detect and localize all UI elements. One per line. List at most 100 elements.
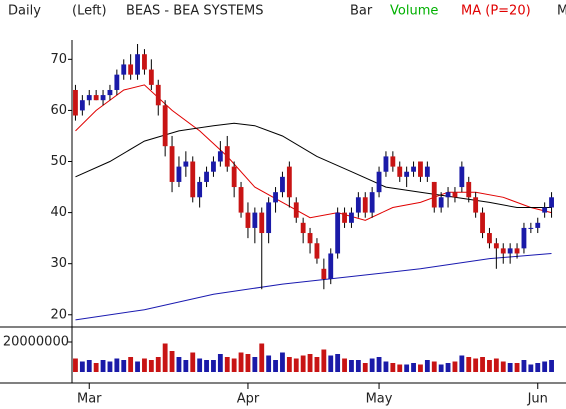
candle-body [231, 166, 237, 188]
candle-body [176, 166, 182, 182]
volume-bar [369, 358, 375, 372]
volume-bar [355, 360, 361, 372]
volume-bar [549, 360, 554, 372]
volume-bar [542, 361, 548, 372]
volume-bar [197, 358, 203, 372]
y-tick-label: 70 [50, 52, 67, 67]
volume-bar [535, 363, 541, 372]
candle-body [114, 74, 120, 90]
volume-label: Volume [390, 4, 438, 19]
candle-body [397, 166, 403, 177]
chart-title: BEAS - BEA SYSTEMS [126, 4, 263, 19]
volume-bar [487, 360, 492, 372]
volume-bar [335, 354, 341, 372]
volume-bar [300, 355, 306, 372]
candle-body [549, 197, 554, 208]
volume-bar [286, 357, 292, 372]
candle-body [390, 156, 396, 167]
volume-bar [280, 352, 285, 372]
volume-bar [480, 357, 485, 372]
candle-body [286, 166, 292, 198]
volume-bar [169, 351, 175, 372]
volume-bar [521, 360, 527, 372]
volume-bar [321, 349, 327, 372]
volume-bar [473, 358, 479, 372]
candle-body [362, 197, 368, 213]
candle-body [424, 166, 430, 177]
volume-bar [142, 358, 147, 372]
ma-label: MA (P=20) [461, 4, 531, 19]
volume-bar [224, 357, 230, 372]
volume-bar [390, 363, 396, 372]
volume-bar [259, 343, 265, 372]
candle-body [376, 171, 382, 193]
candle-body [217, 151, 223, 162]
volume-bar [252, 357, 258, 372]
y-tick-label: 30 [50, 256, 67, 271]
volume-bar [266, 355, 272, 372]
volume-bar [114, 358, 120, 372]
volume-bar [424, 360, 430, 372]
volume-bar [128, 357, 134, 372]
volume-bar [79, 361, 85, 372]
volume-bar [293, 358, 299, 372]
y-tick-label: 50 [50, 154, 67, 169]
candle-body [204, 171, 209, 182]
candle-body [314, 243, 320, 259]
volume-bar [397, 364, 403, 372]
candle-body [321, 268, 327, 280]
candle-body [259, 212, 265, 234]
volume-bar [121, 360, 127, 372]
candle-body [493, 243, 499, 249]
y-tick-label: 40 [50, 205, 67, 220]
x-tick-label: Mar [77, 392, 102, 407]
candle-body [280, 176, 285, 193]
candle-body [93, 95, 99, 101]
candle-body [335, 212, 341, 254]
volume-bar [107, 361, 113, 372]
volume-bar [245, 354, 251, 372]
candle-body [514, 248, 520, 254]
volume-bar [183, 360, 189, 372]
volume-bar [238, 352, 244, 372]
period: Daily [8, 4, 41, 19]
volume-bar [349, 360, 354, 372]
candle-body [480, 212, 485, 234]
candle-body [107, 89, 113, 96]
volume-bar [273, 360, 278, 372]
candle-body [542, 207, 548, 213]
volume-bar [231, 358, 237, 372]
candle-body [466, 181, 472, 198]
volume-bar [328, 355, 334, 372]
moving-average [75, 122, 552, 208]
volume-bar [445, 363, 451, 372]
volume-bar [86, 360, 92, 372]
x-tick-label: Apr [237, 392, 260, 407]
candle-body [155, 84, 161, 106]
candle-body [128, 64, 134, 75]
candle-body [190, 161, 196, 198]
volume-bar [383, 361, 389, 372]
candle-body [383, 156, 389, 172]
candle-body [100, 95, 106, 101]
volume-bar [190, 352, 196, 372]
candle-body [452, 192, 458, 198]
candle-body [79, 100, 85, 111]
candle-body [535, 222, 541, 228]
volume-bar [307, 354, 313, 372]
volume-bar [342, 358, 347, 372]
candle-body [438, 197, 444, 208]
candle-body [342, 212, 347, 223]
candle-body [431, 181, 437, 208]
volume-bar [162, 343, 168, 372]
candle-body [252, 212, 258, 228]
candle-body [307, 233, 313, 244]
candle-body [300, 222, 306, 234]
candle-body [293, 202, 299, 218]
volume-bar [507, 363, 513, 372]
volume-bar [73, 358, 78, 372]
style: Bar [350, 4, 373, 19]
volume-bar [314, 357, 320, 372]
